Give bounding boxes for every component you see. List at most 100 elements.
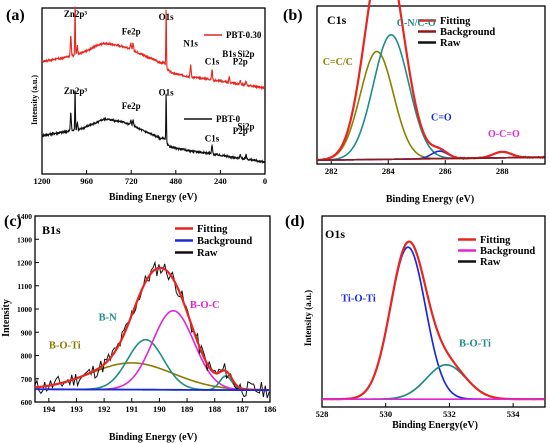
panel-b-x-tick-label: 282 [325,166,338,176]
panel-b-plot-frame [316,5,546,165]
panel-b-peak-label: C-N/C-O [397,18,436,29]
panel-a-peak-label: P2p [233,56,248,66]
panel-c-y-tick-label: 1300 [17,235,32,244]
panel-a-svg: (a) Intensity (a.u.) Binding Energy (eV)… [6,6,267,203]
panel-b-tag: (b) [283,7,303,24]
panel-a-peak-label: P2p [233,126,248,136]
panel-a-peak-label: Fe2p [122,27,141,37]
panel-c-legend-label: Background [197,236,252,247]
panel-a-peak-label: Si2p [238,122,255,132]
panel-c-x-tick-label: 194 [42,404,56,414]
panel-c-x-tick-label: 192 [98,404,111,414]
panel-a-legend-label: PBT-0 [216,114,241,124]
panel-b-xlabel: Binding Energy (eV) [386,194,474,205]
panel-c-b1s-chart: (c) B1s Intensity Binding Energy (eV) 19… [0,208,277,444]
panel-c-background-line [34,388,270,392]
panel-c-ylabel: Intensity [1,299,12,337]
panel-a-series-pbt-0.30 [41,6,266,91]
panel-a-peak-label: C1s [205,133,220,143]
panel-d-ylabel: Intensity (a.u.) [303,290,313,346]
panel-c-y-tick-label: 1000 [17,305,32,314]
panel-c-legend-label: Fitting [197,224,228,235]
panel-c-y-tick-label: 1200 [17,259,32,268]
panel-d-o1s-chart: (d) O1s Intensity (a.u.) Binding Energy(… [275,208,550,444]
panel-a-x-tick-label: 960 [80,176,93,186]
panel-c-tag: (c) [4,213,22,230]
panel-a-tag: (a) [6,7,25,24]
panel-a-survey-xps-chart: (a) Intensity (a.u.) Binding Energy (eV)… [0,0,275,208]
panel-b-title: C1s [327,13,347,27]
panel-c-peak-label: B-N [99,313,118,324]
panel-b-legend-label: Fitting [440,16,471,27]
panel-b-peak-label: C=C/C [323,57,353,68]
panel-d-component-b-o-ti [322,363,545,401]
panel-d-tag: (d) [285,213,305,230]
panel-c-x-tick-label: 187 [236,404,250,414]
panel-a-peak-label: C1s [205,56,220,66]
panel-d-legend-label: Raw [480,257,501,268]
panel-a-x-tick-label: 0 [263,176,267,186]
panel-a-plot-frame [41,7,266,175]
panel-a-peak-label: N1s [183,39,198,49]
panel-c-y-tick-label: 600 [21,398,33,407]
panel-c-x-tick-label: 193 [70,404,83,414]
panel-c-x-tick-label: 188 [208,404,221,414]
panel-c-fitting-line [34,266,270,392]
panel-a-peak-label: O1s [159,12,175,22]
panel-d-legend-label: Fitting [480,235,511,246]
panel-c-x-tick-label: 191 [125,404,138,414]
panel-b-peak-label: O-C=O [488,129,520,140]
panel-d-x-tick-label: 532 [443,409,456,419]
panel-a-x-tick-label: 1200 [34,176,51,186]
panel-a-series-pbt-0 [41,90,266,164]
panel-a-peak-label: Si2p [238,49,255,59]
panel-c-title: B1s [42,223,61,237]
panel-a-x-tick-label: 240 [214,176,227,186]
panel-b-component-c-n/c-o [316,33,545,162]
panel-b-background-line [316,156,545,162]
panel-a-peak-label: B1s [222,49,237,59]
panel-b-fitting-line [316,0,545,162]
panel-b-legend-label: Background [440,27,495,38]
panel-d-svg: (d) O1s Intensity (a.u.) Binding Energy(… [285,213,546,431]
panel-c-legend-label: Raw [197,248,218,259]
panel-b-peak-label: C=O [431,113,452,124]
panel-d-peak-label: B-O-Ti [459,339,491,350]
panel-d-x-tick-label: 530 [379,409,392,419]
panel-b-x-tick-label: 284 [382,166,396,176]
panel-d-title: O1s [325,227,345,241]
panel-d-fitting-line [322,240,545,401]
panel-c-raw-line [34,260,270,399]
panel-c-y-tick-label: 800 [21,352,33,361]
panel-a-x-tick-label: 480 [169,176,182,186]
panel-a-peak-label: Zn2p³ [64,9,88,19]
panel-c-xlabel: Binding Energy (eV) [109,432,197,443]
panel-c-y-tick-label: 700 [21,375,33,384]
panel-d-legend-label: Background [480,246,535,257]
panel-c-y-tick-label: 1100 [17,282,32,291]
panel-d-x-tick-label: 534 [507,409,520,419]
panel-b-svg: (b) C1s Binding Energy (eV) 282 284 286 288… [283,0,546,205]
panel-a-peak-label: Fe2p [122,101,141,111]
panel-c-x-tick-label: 190 [153,404,166,414]
panel-c-y-tick-label: 900 [21,328,33,337]
panel-b-x-tick-label: 286 [439,166,452,176]
panel-d-plot-frame [321,215,546,408]
panel-d-xlabel: Binding Energy(eV) [392,420,478,431]
panel-c-peak-label: B-O-C [190,300,220,311]
panel-b-x-tick-label: 288 [496,166,509,176]
panel-a-ylabel: Intensity (a.u.) [30,75,39,125]
panel-a-peak-label: O1s [159,87,175,97]
panel-b-c1s-chart: (b) C1s Binding Energy (eV) 282 284 286 288… [275,0,550,208]
panel-d-peak-label: Ti-O-Ti [341,293,376,304]
panel-c-y-tick-label: 1400 [17,212,32,221]
panel-d-x-tick-label: 528 [316,409,329,419]
panel-a-legend-label: PBT-0.30 [226,30,262,40]
panel-a-x-tick-label: 720 [125,176,138,186]
panel-c-x-tick-label: 189 [181,404,194,414]
panel-a-xlabel: Binding Energy (eV) [109,192,197,203]
panel-a-peak-label: Zn2p³ [64,86,88,96]
panel-b-legend-label: Raw [440,38,461,49]
panel-c-x-tick-label: 186 [264,404,277,414]
panel-c-peak-label: B-O-Ti [49,341,81,352]
